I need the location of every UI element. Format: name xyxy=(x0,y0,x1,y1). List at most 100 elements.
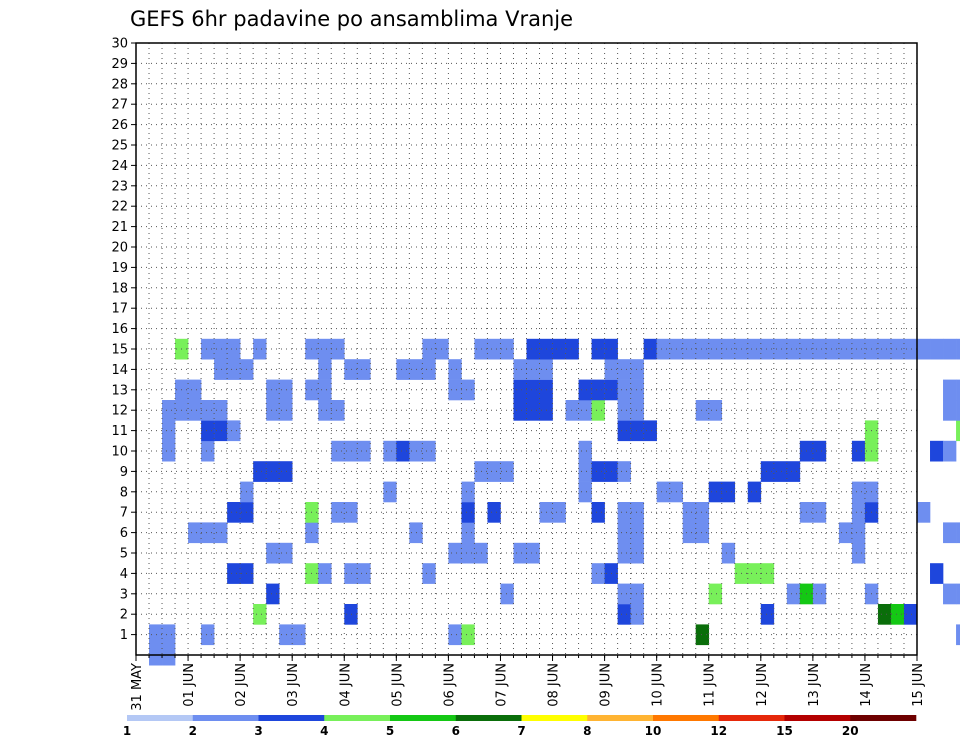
precip-cell xyxy=(617,379,631,401)
colorbar-swatch xyxy=(455,715,522,721)
y-tick-label: 27 xyxy=(111,98,128,113)
precip-cell xyxy=(656,338,670,360)
precip-cell xyxy=(500,461,514,482)
precip-cell xyxy=(877,604,892,625)
y-tick-label: 16 xyxy=(111,322,128,337)
x-tick-label: 03 JUN xyxy=(286,663,301,707)
precip-cell xyxy=(630,583,644,605)
precip-cell xyxy=(877,338,892,360)
precip-cell xyxy=(956,522,960,544)
y-tick-label: 10 xyxy=(111,445,128,460)
precip-cell xyxy=(513,359,527,380)
precip-cell xyxy=(331,440,345,462)
precip-cell xyxy=(565,338,579,360)
precip-cell xyxy=(500,338,514,360)
precip-cell xyxy=(890,338,905,360)
colorbar-label: 3 xyxy=(254,724,262,738)
precip-cell xyxy=(422,563,436,584)
precip-cell xyxy=(956,583,960,605)
precip-cell xyxy=(760,461,775,482)
x-tick-label: 10 JUN xyxy=(651,663,666,707)
precip-cell xyxy=(500,583,514,605)
precip-cell xyxy=(318,359,332,380)
precip-cell xyxy=(956,624,960,646)
precip-cell xyxy=(617,604,631,625)
x-tick-label: 05 JUN xyxy=(390,663,405,707)
precip-cell xyxy=(318,379,332,401)
precip-cell xyxy=(396,359,410,380)
precip-cell xyxy=(617,583,631,605)
precip-cell xyxy=(188,379,202,401)
precip-cell xyxy=(708,338,723,360)
precip-cell xyxy=(149,624,163,646)
precip-cell xyxy=(943,338,957,360)
y-tick-label: 29 xyxy=(111,57,128,72)
precip-cell xyxy=(643,420,657,442)
y-tick-label: 7 xyxy=(120,506,128,521)
cells-layer xyxy=(149,338,960,666)
chart-title: GEFS 6hr padavine po ansamblima Vranje xyxy=(130,7,573,31)
precip-cell xyxy=(760,563,775,584)
y-tick-label: 9 xyxy=(120,465,128,480)
y-tick-label: 19 xyxy=(111,261,128,276)
precip-cell xyxy=(617,400,631,421)
y-tick-label: 11 xyxy=(111,424,128,439)
y-tick-label: 25 xyxy=(111,139,128,154)
precip-cell xyxy=(630,604,644,625)
precip-cell xyxy=(383,440,397,462)
precip-cell xyxy=(227,359,241,380)
precip-cell xyxy=(461,624,475,646)
y-tick-label: 18 xyxy=(111,281,128,296)
precip-cell xyxy=(617,461,631,482)
precip-cell xyxy=(526,359,540,380)
precip-cell xyxy=(227,563,241,584)
precip-cell xyxy=(630,420,644,442)
precip-cell xyxy=(930,440,944,462)
colorbar-label: 8 xyxy=(583,724,591,738)
precip-cell xyxy=(695,400,710,421)
precip-cell xyxy=(578,461,592,482)
precip-cell xyxy=(943,379,957,401)
precip-cell xyxy=(656,481,670,503)
precip-cell xyxy=(812,440,827,462)
precip-cell xyxy=(201,338,215,360)
precip-cell xyxy=(331,502,345,523)
colorbar-label: 1 xyxy=(123,724,131,738)
precip-cell xyxy=(956,379,960,401)
precip-cell xyxy=(201,400,215,421)
precip-cell xyxy=(318,563,332,584)
precip-cell xyxy=(695,522,710,544)
precip-cell xyxy=(682,338,697,360)
precip-cell xyxy=(578,481,592,503)
grid-layer xyxy=(136,43,917,655)
precip-cell xyxy=(591,400,605,421)
precip-cell xyxy=(188,522,202,544)
precip-cell xyxy=(760,338,775,360)
y-tick-label: 17 xyxy=(111,302,128,317)
precip-cell xyxy=(162,440,176,462)
precip-cell xyxy=(930,563,944,584)
precip-cell xyxy=(487,502,501,523)
precip-cell xyxy=(266,583,280,605)
x-tick-label: 07 JUN xyxy=(494,663,509,707)
precip-cell xyxy=(266,461,280,482)
precip-cell xyxy=(461,542,475,564)
y-axis: 1234567891011121314151617181920212223242… xyxy=(111,37,136,643)
precip-cell xyxy=(526,379,540,401)
precip-cell xyxy=(201,522,215,544)
y-tick-label: 22 xyxy=(111,200,128,215)
precip-cell xyxy=(578,379,592,401)
precip-cell xyxy=(422,338,436,360)
precip-cell xyxy=(396,440,410,462)
precip-cell xyxy=(630,542,644,564)
precip-cell xyxy=(279,624,293,646)
precip-cell xyxy=(552,338,566,360)
x-tick-label: 15 JUN xyxy=(911,663,926,707)
precip-cell xyxy=(708,583,723,605)
colorbar-swatch xyxy=(521,715,588,721)
precip-cell xyxy=(448,359,462,380)
colorbar-label: 12 xyxy=(710,724,727,738)
precip-cell xyxy=(956,420,960,442)
precip-cell xyxy=(201,440,215,462)
precip-cell xyxy=(617,542,631,564)
